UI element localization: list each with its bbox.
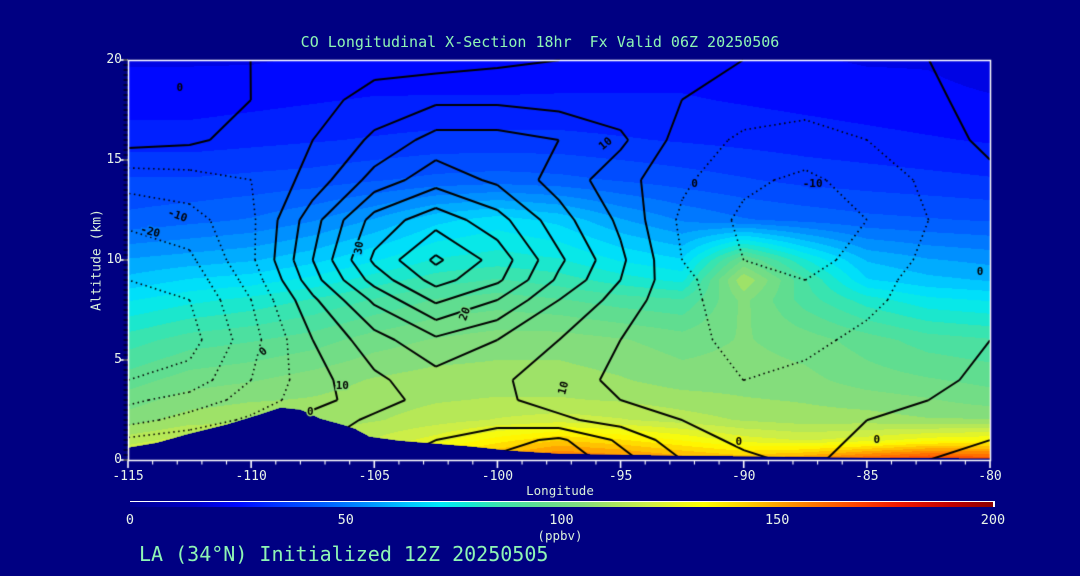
- x-tick-label: -105: [358, 469, 390, 484]
- colorbar-tick-label: 50: [337, 512, 354, 528]
- y-tick-label: 0: [114, 452, 122, 467]
- x-tick-label: -100: [481, 469, 514, 484]
- colorbar-tick-label: 150: [765, 512, 790, 528]
- colorbar-tick-label: 200: [980, 512, 1006, 528]
- x-tick-label: -110: [235, 469, 267, 484]
- contour-overlay-canvas: [118, 54, 1000, 470]
- y-tick-label: 20: [106, 52, 122, 67]
- x-tick-label: -115: [112, 469, 144, 484]
- colorbar-unit: (ppbv): [537, 528, 583, 543]
- colorbar-tick-label: 100: [549, 512, 574, 528]
- colorbar: [130, 501, 995, 507]
- colorbar-tick-label: 0: [125, 512, 135, 528]
- x-tick-label: -80: [978, 469, 1002, 484]
- x-tick-label: -95: [608, 469, 633, 484]
- run-init-label: LA (34°N) Initialized 12Z 20250505: [139, 542, 549, 566]
- x-tick-label: -90: [731, 469, 756, 484]
- x-axis-title: Longitude: [526, 483, 594, 498]
- y-tick-label: 5: [114, 352, 122, 367]
- x-tick-label: -85: [855, 469, 879, 484]
- y-tick-label: 10: [106, 252, 122, 267]
- y-tick-label: 15: [106, 152, 122, 167]
- page-title: CO Longitudinal X-Section 18hr Fx Valid …: [300, 33, 780, 51]
